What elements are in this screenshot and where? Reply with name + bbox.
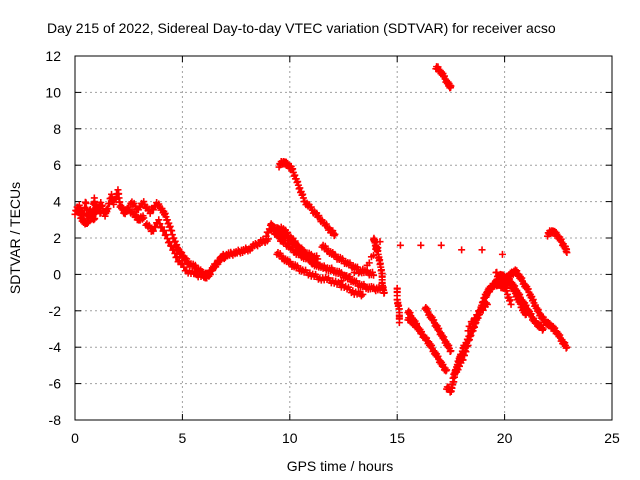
- x-tick-label: 0: [71, 430, 79, 446]
- series-arc-23: [337, 238, 506, 285]
- series-arc-21: [432, 63, 455, 92]
- data-point: [210, 264, 218, 272]
- x-tick-label: 20: [497, 430, 513, 446]
- data-point: [342, 272, 350, 280]
- data-point: [173, 253, 181, 261]
- data-point: [331, 230, 339, 238]
- data-point: [417, 241, 425, 249]
- x-tick-label: 25: [604, 430, 620, 446]
- data-point: [363, 261, 371, 269]
- x-tick-label: 5: [179, 430, 187, 446]
- data-point: [372, 245, 380, 253]
- data-point: [478, 246, 486, 254]
- data-point: [315, 263, 323, 271]
- data-point: [370, 271, 378, 279]
- data-point: [466, 322, 474, 330]
- data-point: [507, 300, 515, 308]
- data-point: [539, 325, 547, 333]
- data-point: [563, 343, 571, 351]
- data-point: [563, 249, 571, 257]
- data-point: [522, 310, 530, 318]
- data-point: [146, 209, 154, 217]
- y-tick-label: 0: [53, 266, 61, 282]
- data-point: [447, 82, 455, 90]
- series-arc-9: [275, 158, 339, 240]
- y-tick-label: 10: [45, 84, 61, 100]
- series-arc-8: [271, 223, 324, 271]
- chart-title: Day 215 of 2022, Sidereal Day-to-day VTE…: [47, 20, 556, 36]
- data-point: [367, 253, 375, 261]
- y-tick-label: -4: [49, 339, 62, 355]
- data-point: [337, 277, 345, 285]
- data-point: [396, 241, 404, 249]
- series-arc-14: [421, 303, 455, 355]
- x-tick-label: 15: [389, 430, 405, 446]
- series-arc-18: [464, 299, 491, 335]
- series-arc-15: [404, 314, 421, 330]
- series-arc-10: [318, 241, 378, 279]
- x-axis-label: GPS time / hours: [287, 458, 394, 474]
- data-point: [221, 252, 229, 260]
- data-point: [443, 366, 451, 374]
- data-points: [71, 63, 571, 396]
- data-point: [178, 259, 186, 267]
- y-tick-label: 4: [53, 194, 61, 210]
- y-tick-label: -2: [49, 303, 62, 319]
- y-tick-label: 12: [45, 48, 61, 64]
- data-point: [140, 198, 148, 206]
- x-tick-labels: 0 5 10 15 20 25: [71, 430, 620, 446]
- data-point: [413, 321, 421, 329]
- data-point: [357, 292, 365, 300]
- series-arc-22: [544, 227, 571, 257]
- data-point: [140, 214, 148, 222]
- data-point: [395, 319, 403, 327]
- data-point: [160, 226, 168, 234]
- axis-ticks: [74, 55, 613, 421]
- series-arc-5: [266, 220, 384, 295]
- series-arc-6: [273, 249, 367, 300]
- data-point: [350, 269, 358, 277]
- data-point: [482, 299, 490, 307]
- y-tick-label: 8: [53, 121, 61, 137]
- series-arc-4: [142, 216, 229, 281]
- series-arc-11: [370, 234, 388, 297]
- data-point: [464, 327, 472, 335]
- data-point: [359, 290, 367, 298]
- data-point: [458, 246, 466, 254]
- data-point: [447, 347, 455, 355]
- series-arc-3: [127, 198, 272, 282]
- data-point: [149, 206, 157, 214]
- y-axis-label: SDTVAR / TECUs: [7, 182, 23, 294]
- data-point: [170, 246, 178, 254]
- y-tick-labels: -8 -6 -4 -2 0 2 4 6 8 10 12: [45, 48, 61, 428]
- grid-lines: [75, 56, 612, 420]
- y-tick-label: 6: [53, 157, 61, 173]
- y-tick-label: 2: [53, 230, 61, 246]
- x-tick-label: 10: [282, 430, 298, 446]
- data-point: [498, 250, 506, 258]
- y-tick-label: -6: [49, 376, 62, 392]
- data-point: [376, 238, 384, 246]
- series-arc-12: [393, 284, 403, 327]
- data-point: [162, 231, 170, 239]
- data-point: [180, 263, 188, 271]
- series-arc-20: [496, 271, 515, 308]
- data-point: [149, 227, 157, 235]
- data-point: [97, 209, 105, 217]
- data-point: [316, 261, 324, 269]
- data-point: [437, 241, 445, 249]
- data-point: [155, 216, 163, 224]
- data-point: [380, 289, 388, 297]
- series-arc-2: [73, 203, 105, 228]
- data-point: [483, 300, 491, 308]
- y-tick-label: -8: [49, 412, 62, 428]
- data-point: [359, 265, 367, 273]
- data-point: [166, 238, 174, 246]
